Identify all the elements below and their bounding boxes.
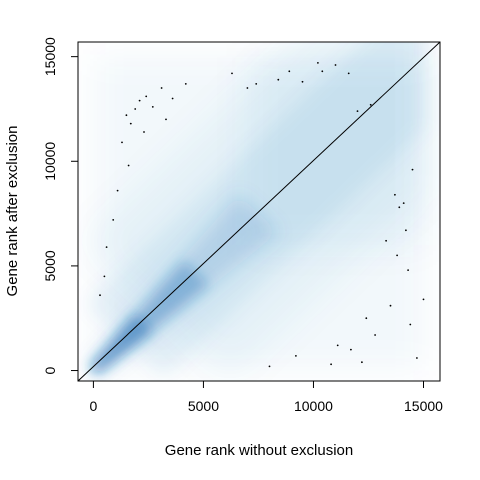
outlier-point [336,344,339,347]
outlier-point [127,164,130,167]
outlier-point [116,189,119,192]
x-tick-label: 0 [90,398,98,414]
outlier-points [99,62,425,368]
outlier-point [402,202,405,205]
outlier-point [288,70,291,73]
outlier-point [398,206,401,209]
outlier-point [394,193,396,196]
outlier-point [334,64,337,66]
outlier-point [356,110,359,112]
outlier-point [347,72,350,75]
y-axis-title: Gene rank after exclusion [4,126,21,297]
y-tick-label: 5000 [42,250,58,281]
outlier-point [405,229,407,232]
y-tick-label: 15000 [42,37,58,76]
outlier-point [361,361,363,364]
outlier-point [145,95,148,98]
outlier-point [411,168,414,171]
x-tick-label: 5000 [188,398,219,414]
outlier-point [369,103,372,106]
outlier-point [112,219,115,221]
outlier-point [134,108,137,110]
outlier-point [422,298,425,301]
y-axis: 0 5000 10000 15000 [42,37,79,374]
outlier-point [374,334,376,336]
outlier-point [125,114,128,117]
outlier-point [129,122,132,125]
outlier-point [301,80,304,83]
outlier-point [268,365,271,368]
outlier-point [407,269,409,271]
outlier-point [321,70,324,73]
outlier-point [317,62,319,64]
outlier-point [295,355,297,357]
density-cloud [86,42,426,377]
outlier-point [350,348,352,351]
outlier-point [277,78,280,81]
outlier-point [151,106,154,108]
outlier-point [330,363,332,366]
outlier-point [385,239,387,242]
outlier-point [99,294,101,297]
outlier-point [365,317,368,320]
outlier-point [105,246,108,249]
outlier-point [160,87,163,89]
outlier-point [389,304,392,307]
outlier-point [171,97,174,100]
outlier-point [103,275,106,278]
outlier-point [184,83,187,85]
x-axis-title: Gene rank without exclusion [165,442,353,459]
x-axis: 0 5000 10000 15000 [90,380,443,414]
y-tick-label: 0 [42,366,58,374]
density-core-dense [90,314,153,373]
y-tick-label: 10000 [42,142,58,181]
identity-line [77,41,441,382]
outlier-point [396,254,398,257]
outlier-point [416,357,418,359]
outlier-point [231,72,233,75]
outlier-point [246,87,249,89]
outlier-point [255,83,258,85]
outlier-point [165,118,167,121]
outlier-point [409,323,412,326]
outlier-point [143,131,145,133]
outlier-point [138,99,141,102]
outlier-point [121,141,123,144]
x-tick-label: 10000 [294,398,333,414]
x-tick-label: 15000 [404,398,443,414]
